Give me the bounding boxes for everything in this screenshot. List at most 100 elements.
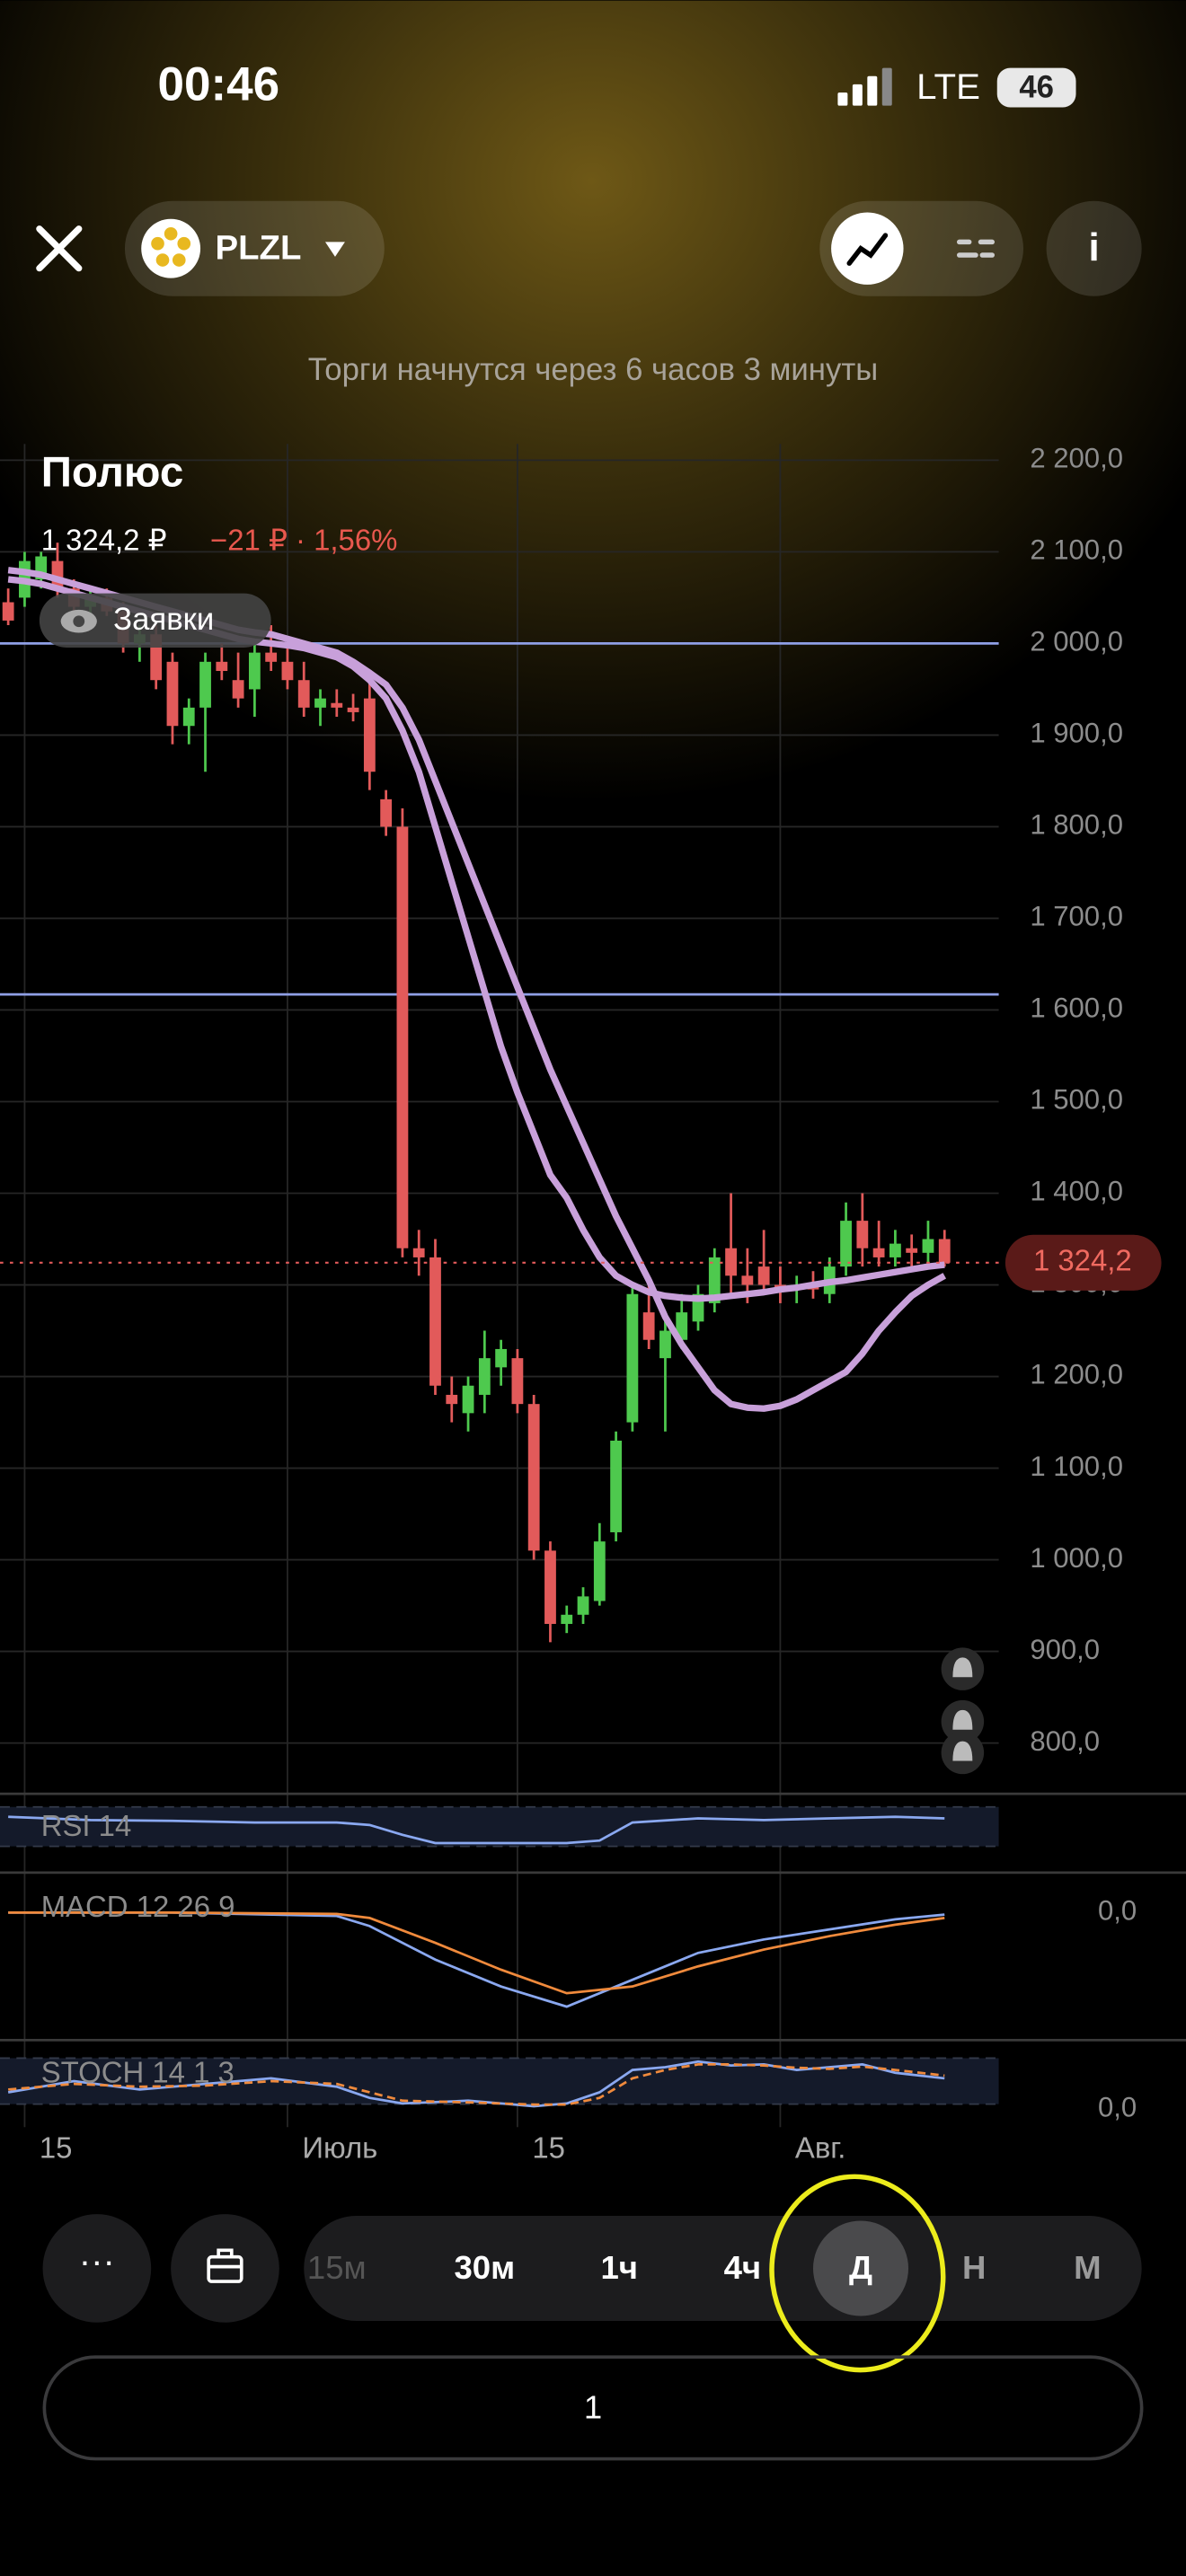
candle-body <box>610 1440 622 1532</box>
candle-body <box>659 1330 671 1359</box>
last-price-label: 1 324,2 <box>1033 1244 1132 1277</box>
candle-body <box>676 1312 688 1340</box>
x-tick-label: Июль <box>302 2131 377 2165</box>
y-tick-label: 2 000,0 <box>1030 626 1123 657</box>
y-tick-label: 1 400,0 <box>1030 1176 1123 1207</box>
interval-option[interactable]: Д <box>849 2249 872 2286</box>
quantity-button[interactable] <box>42 2355 1144 2461</box>
candle-body <box>446 1394 458 1405</box>
indicator-label: RSI 14 <box>41 1809 132 1842</box>
ticker-pill[interactable] <box>124 200 385 296</box>
instrument-name: Полюс <box>41 449 184 497</box>
candle-body <box>642 1312 655 1340</box>
eye-icon <box>60 609 97 633</box>
indicator-line <box>8 1911 945 2008</box>
network: LTE <box>916 66 980 107</box>
candle-body <box>396 826 409 1248</box>
orderbook-view-icon[interactable] <box>956 239 996 258</box>
candle-body <box>331 702 343 708</box>
battery-level: 46 <box>1019 71 1054 105</box>
y-tick-label: 1 700,0 <box>1030 901 1123 932</box>
candle-body <box>429 1257 441 1386</box>
interval-option[interactable]: 4ч <box>724 2249 762 2286</box>
candle-body <box>708 1257 721 1303</box>
portfolio-button[interactable] <box>171 2214 279 2323</box>
ticker-icon <box>141 218 201 278</box>
more-icon: ··· <box>79 2241 115 2281</box>
signal-icon <box>837 67 892 106</box>
candle-body <box>511 1358 524 1405</box>
candle-body <box>626 1293 639 1423</box>
candle-body <box>922 1239 934 1253</box>
indicator-tick-label: 0,0 <box>1098 2091 1137 2122</box>
y-tick-label: 1 100,0 <box>1030 1451 1123 1482</box>
candle-body <box>380 798 393 827</box>
candle-body <box>297 680 310 708</box>
indicator-line <box>8 1911 945 1995</box>
interval-option[interactable]: М <box>1074 2249 1101 2286</box>
ticker-logo <box>151 226 191 267</box>
candle-body <box>166 661 179 727</box>
indicator-band <box>0 1806 999 1847</box>
indicator-line <box>8 2063 945 2106</box>
candle-body <box>363 698 376 772</box>
candle-body <box>462 1385 474 1414</box>
ticker: PLZL <box>216 229 302 268</box>
info-button[interactable] <box>1046 200 1142 296</box>
clock: 00:46 <box>158 58 280 111</box>
candle-body <box>199 661 211 708</box>
interval-option[interactable]: 1ч <box>600 2249 638 2286</box>
y-tick-label: 1 800,0 <box>1030 809 1123 841</box>
trading-notice: Торги начнутся через 6 часов 3 минуты <box>308 353 878 387</box>
y-tick-label: 1 900,0 <box>1030 718 1123 749</box>
alert-bell-icon <box>952 1709 973 1730</box>
chart-view-button[interactable] <box>831 212 904 285</box>
close-button[interactable] <box>36 225 83 272</box>
alert-bell-icon <box>952 1741 973 1761</box>
candle-body <box>906 1248 918 1253</box>
interval-option[interactable]: 15м <box>307 2249 367 2286</box>
x-tick-label: Авг. <box>795 2131 846 2165</box>
battery <box>996 67 1076 108</box>
candle-body <box>412 1248 425 1257</box>
candle-body <box>248 652 261 690</box>
candle-body <box>890 1243 901 1257</box>
candle-body <box>561 1614 573 1624</box>
chart-view-icon <box>846 233 889 266</box>
candle-body <box>938 1239 951 1263</box>
interval-option[interactable]: Н <box>962 2249 986 2286</box>
orders-button[interactable] <box>39 593 271 648</box>
candle-body <box>314 698 326 708</box>
indicator-tick-label: 0,0 <box>1098 1895 1137 1927</box>
interval-bar <box>304 2215 1142 2321</box>
candle-body <box>840 1221 852 1267</box>
orders-label: Заявки <box>113 603 214 637</box>
candle-body <box>478 1358 491 1395</box>
candle-body <box>232 680 244 699</box>
candle-body <box>856 1221 869 1248</box>
intervals: 15м 30м 1ч 4ч Д Н М <box>307 2220 1102 2316</box>
candle-body <box>2 602 14 621</box>
info-icon: i <box>1089 225 1100 269</box>
portfolio-icon <box>207 2248 243 2283</box>
indicator-line <box>8 1815 945 1845</box>
last-price-tag <box>1005 1234 1162 1291</box>
x-tick-label: 15 <box>40 2131 73 2165</box>
candle-body <box>495 1348 508 1368</box>
instrument-price: 1 324,2 ₽ <box>41 524 167 557</box>
quantity: 1 <box>584 2388 602 2425</box>
selected-interval <box>812 2220 909 2316</box>
candle-body <box>577 1596 589 1615</box>
candle-body <box>757 1266 770 1285</box>
indicator-label: MACD 12 26 9 <box>41 1890 235 1923</box>
interval-option[interactable]: 30м <box>454 2249 515 2286</box>
indicator-label: STOCH 14 1 3 <box>41 2055 235 2088</box>
price-change: −21 ₽ · 1,56% <box>210 524 397 557</box>
more-button[interactable] <box>42 2214 152 2323</box>
candle-body <box>527 1404 540 1551</box>
candle-body <box>544 1550 556 1624</box>
